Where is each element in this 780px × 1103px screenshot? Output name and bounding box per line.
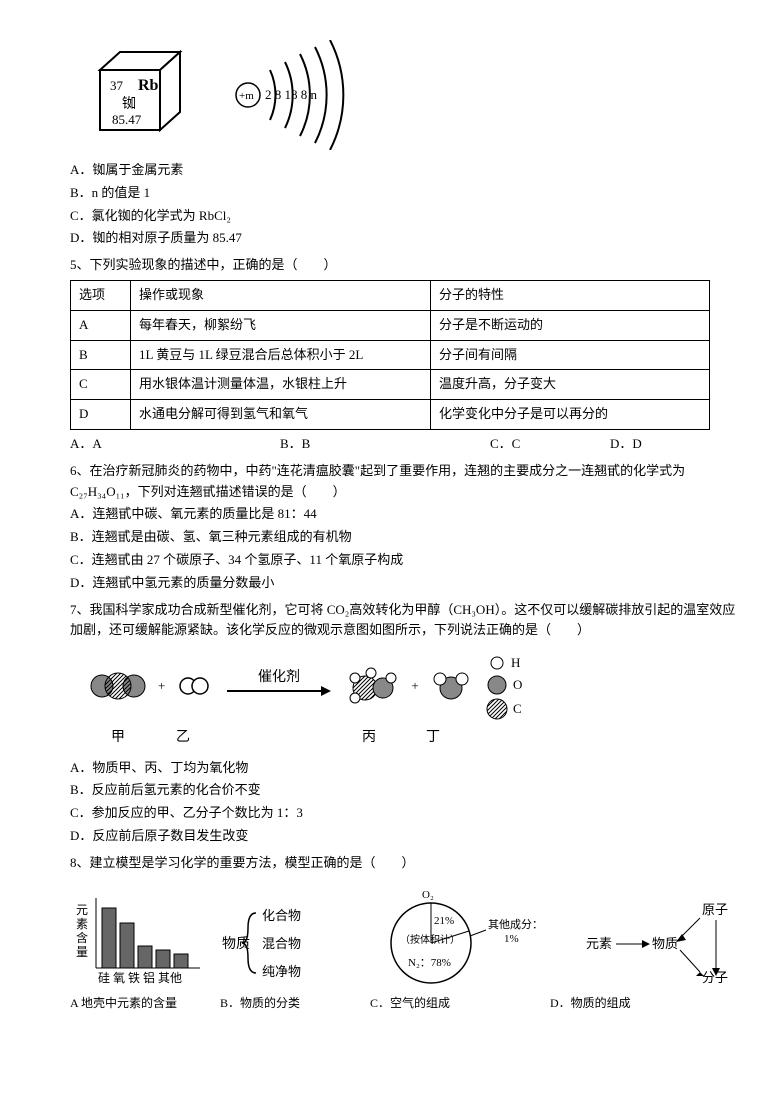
th-operation: 操作或现象 <box>131 280 431 310</box>
atom-core: +m <box>239 90 254 102</box>
svg-text:O₂: O₂ <box>422 889 434 901</box>
molecule-jia-icon <box>90 668 146 704</box>
molecule-bing-icon <box>345 664 399 708</box>
svg-text:其他成分：: 其他成分： <box>488 918 543 931</box>
svg-text:元素含量: 元素含量 <box>76 903 88 959</box>
svg-text:21%: 21% <box>434 915 454 927</box>
svg-text:元素: 元素 <box>586 936 612 951</box>
q7-opt-a: A．物质甲、丙、丁均为氧化物 <box>70 758 740 779</box>
q5-stem: 5、下列实验现象的描述中，正确的是（ ） <box>70 255 740 276</box>
label-bing: 丙 <box>342 727 396 749</box>
q4-opt-d: D．铷的相对原子质量为 85.47 <box>70 228 740 249</box>
bar-chart-icon: 元素含量 硅 氧 铁 铝 其他 <box>70 888 208 988</box>
q7-opt-b: B．反应前后氢元素的化合价不变 <box>70 780 740 801</box>
catalyst-label: 催化剂 <box>258 669 300 685</box>
q8-label-d: D．物质的组成 <box>550 994 631 1013</box>
label-yi: 乙 <box>158 727 208 749</box>
matter-label: 物质 <box>222 936 250 952</box>
arrow-catalyst-icon: 催化剂 <box>223 669 333 703</box>
q4-opt-b: B．n 的值是 1 <box>70 183 740 204</box>
electron-shell-icon: +m 2 8 18 8 n <box>230 40 410 150</box>
svg-text:纯净物: 纯净物 <box>262 964 301 979</box>
th-property: 分子的特性 <box>431 280 710 310</box>
rb-cube-icon: 37 Rb 铷 85.47 <box>90 40 200 150</box>
q7-reaction-diagram: + 催化剂 + H O C <box>90 651 740 721</box>
label-ding: 丁 <box>408 727 458 749</box>
q5-table: 选项 操作或现象 分子的特性 A每年春天，柳絮纷飞分子是不断运动的 B1L 黄豆… <box>70 280 710 430</box>
q6-stem: 6、在治疗新冠肺炎的药物中，中药"连花清瘟胶囊"起到了重要作用，连翘的主要成分之… <box>70 461 740 503</box>
q4-opt-a: A．铷属于金属元素 <box>70 160 740 181</box>
svg-text:N₂：78%: N₂：78% <box>408 957 451 969</box>
q8-label-c: C．空气的组成 <box>370 994 550 1013</box>
table-row: C用水银体温计测量体温，水银柱上升温度升高，分子变大 <box>71 370 710 400</box>
svg-text:H: H <box>511 655 520 670</box>
q8-label-a: A 地壳中元素的含量 <box>70 994 220 1013</box>
q4-opt-c: C．氯化铷的化学式为 RbCl₂ <box>70 206 740 227</box>
th-option: 选项 <box>71 280 131 310</box>
q7-opt-c: C．参加反应的甲、乙分子个数比为 1：3 <box>70 803 740 824</box>
composition-diagram-icon: 元素 物质 原子 分子 <box>582 898 740 988</box>
q6-opt-d: D．连翘甙中氢元素的质量分数最小 <box>70 573 740 594</box>
q5-answers: A．A B．B C．C D．D <box>70 434 740 455</box>
svg-text:1%: 1% <box>504 933 519 945</box>
q7-molecule-labels: 甲 乙 丙 丁 <box>90 727 740 749</box>
q8-model-labels: A 地壳中元素的含量 B．物质的分类 C．空气的组成 D．物质的组成 <box>70 994 740 1013</box>
molecule-ding-icon <box>431 668 471 704</box>
plus-icon: + <box>158 676 165 697</box>
q5-ans-c: C．C <box>490 434 610 455</box>
svg-text:混合物: 混合物 <box>262 936 301 951</box>
cube-name: 铷 <box>122 96 136 112</box>
svg-text:（按体积计）: （按体积计） <box>400 933 460 946</box>
atom-legend-icon: H O C <box>483 651 553 721</box>
svg-text:物质: 物质 <box>652 936 678 951</box>
q6-opt-b: B．连翘甙是由碳、氢、氧三种元素组成的有机物 <box>70 527 740 548</box>
classification-icon: 物质 化合物 混合物 纯净物 <box>218 898 366 988</box>
cube-mass: 85.47 <box>112 112 142 127</box>
shell-values: 2 8 18 8 n <box>265 87 318 102</box>
svg-text:C: C <box>513 701 522 716</box>
table-row: B1L 黄豆与 1L 绿豆混合后总体积小于 2L分子间有间隔 <box>71 340 710 370</box>
cube-num: 37 <box>110 78 124 93</box>
q5-ans-b: B．B <box>280 434 490 455</box>
q8-label-b: B．物质的分类 <box>220 994 370 1013</box>
q5-ans-a: A．A <box>70 434 280 455</box>
q8-stem: 8、建立模型是学习化学的重要方法，模型正确的是（ ） <box>70 853 740 874</box>
label-jia: 甲 <box>90 727 146 749</box>
molecule-yi-icon <box>177 671 211 701</box>
q7-opt-d: D．反应前后原子数目发生改变 <box>70 826 740 847</box>
plus-icon: + <box>411 676 418 697</box>
q8-models: 元素含量 硅 氧 铁 铝 其他 物质 化合物 混合物 纯净物 O₂ 21% （按… <box>70 888 740 988</box>
q6-opt-a: A．连翘甙中碳、氧元素的质量比是 81：44 <box>70 504 740 525</box>
svg-text:O: O <box>513 677 522 692</box>
table-row: A每年春天，柳絮纷飞分子是不断运动的 <box>71 310 710 340</box>
q4-figure: 37 Rb 铷 85.47 +m 2 8 18 8 n <box>90 40 740 150</box>
q7-stem: 7、我国科学家成功合成新型催化剂，它可将 CO₂高效转化为甲醇（CH₃OH）。这… <box>70 600 740 642</box>
q6-opt-c: C．连翘甙由 27 个碳原子、34 个氢原子、11 个氧原子构成 <box>70 550 740 571</box>
q5-ans-d: D．D <box>610 434 642 455</box>
svg-text:原子: 原子 <box>702 902 728 917</box>
table-row: D水通电分解可得到氢气和氧气化学变化中分子是可以再分的 <box>71 400 710 430</box>
table-row: 选项 操作或现象 分子的特性 <box>71 280 710 310</box>
svg-text:化合物: 化合物 <box>262 908 301 923</box>
bar-labels: 硅 氧 铁 铝 其他 <box>98 970 182 985</box>
cube-symbol: Rb <box>138 77 159 94</box>
pie-chart-icon: O₂ 21% （按体积计） N₂：78% 其他成分： 1% <box>376 888 573 988</box>
